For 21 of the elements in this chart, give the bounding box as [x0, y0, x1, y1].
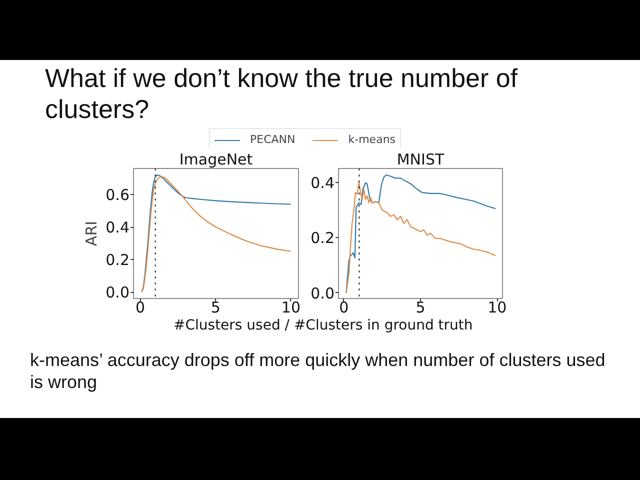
- y-tick-label: 0.4: [310, 174, 335, 192]
- y-tick-label: 0.0: [310, 284, 335, 302]
- x-tick-label: 0: [136, 298, 146, 316]
- x-tick-label: 0: [339, 298, 349, 316]
- y-tick-label: 0.4: [106, 218, 130, 236]
- legend-label: PECANN: [250, 133, 296, 146]
- x-axis-title: #Clusters used / #Clusters in ground truth: [174, 318, 473, 334]
- y-axis-title: ARI: [82, 220, 101, 246]
- legend-label: k-means: [348, 133, 396, 146]
- x-tick-label: 5: [416, 298, 426, 316]
- chart-title: ImageNet: [179, 150, 253, 168]
- x-tick-label: 5: [210, 298, 220, 316]
- y-tick-label: 0.2: [310, 229, 335, 248]
- text: What if we don’t know the true number of clusters?: [45, 63, 519, 125]
- x-tick-label: 10: [281, 298, 301, 316]
- text: k-means’ accuracy drops off more quickly when number of clusters used is wrong: [30, 349, 606, 393]
- chart-title: MNIST: [396, 150, 445, 168]
- x-tick-label: 10: [488, 298, 507, 316]
- y-tick-label: 0.0: [106, 284, 130, 302]
- y-tick-label: 0.2: [106, 251, 130, 269]
- y-tick-label: 0.6: [106, 186, 130, 204]
